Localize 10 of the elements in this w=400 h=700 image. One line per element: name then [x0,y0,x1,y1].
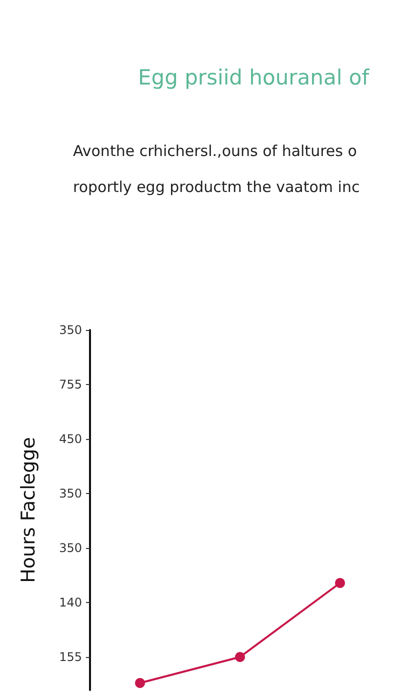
text: 350 [59,323,82,337]
text: 155 [59,650,82,664]
chart-title: Egg prsiid houranal of [138,66,370,90]
text: Avonthe crhichersl.,ouns of haltures o roportly egg productm the vaatom inc [73,142,360,196]
text: 350 [59,541,82,555]
y-axis-title: Hours Faclegge [18,437,40,583]
text: 140 [59,596,82,610]
text: 450 [59,432,82,446]
text: 350 [59,486,82,500]
text: 755 [59,378,82,392]
